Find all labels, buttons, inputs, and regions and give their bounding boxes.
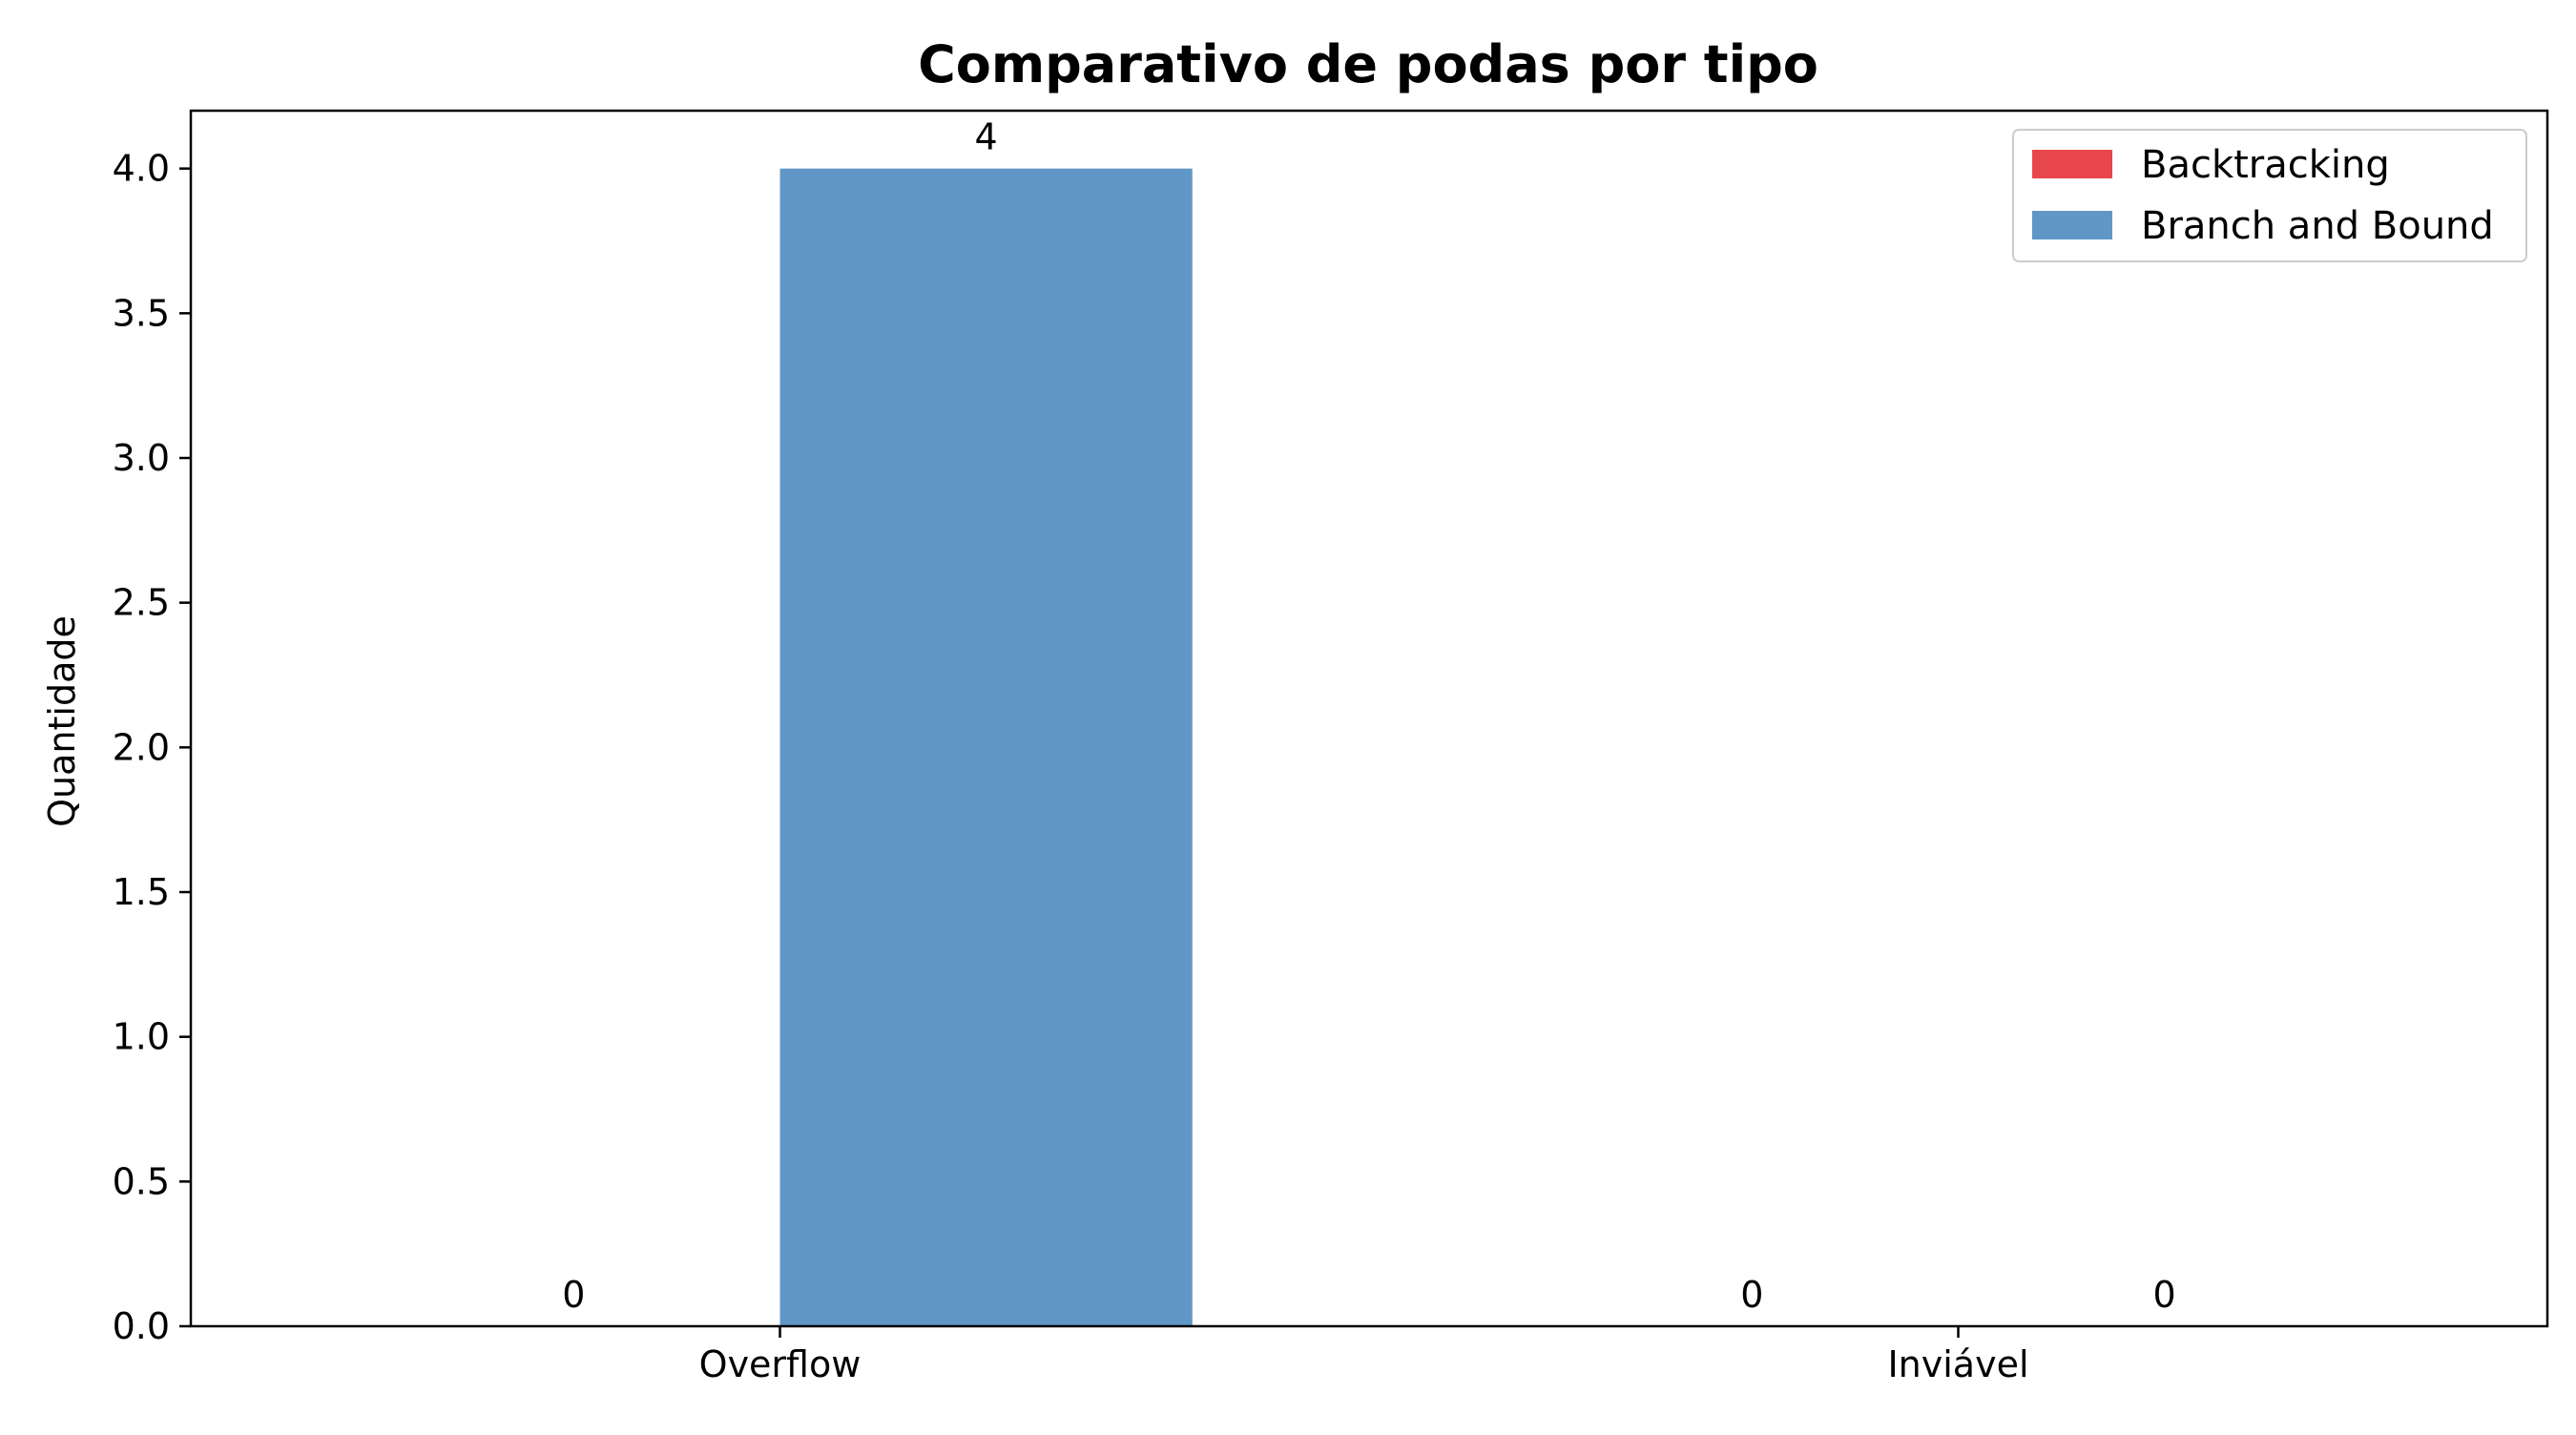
- x-tick-label: Inviável: [1887, 1343, 2028, 1385]
- legend: Backtracking Branch and Bound: [2012, 129, 2527, 262]
- bar-value-label: 4: [975, 116, 998, 158]
- legend-swatch-branch-and-bound: [2032, 211, 2112, 239]
- y-tick-label: 2.5: [113, 582, 170, 624]
- y-tick-label: 0.5: [113, 1160, 170, 1202]
- bar-value-label: 0: [1740, 1274, 1763, 1316]
- legend-box: [2012, 129, 2527, 262]
- y-tick-label: 3.5: [113, 292, 170, 334]
- y-tick-label: 3.0: [113, 437, 170, 479]
- y-tick-label: 1.5: [113, 871, 170, 913]
- legend-label: Backtracking: [2141, 143, 2390, 187]
- y-axis-label: Quantidade: [41, 615, 83, 827]
- y-tick-label: 4.0: [113, 148, 170, 190]
- bar-branch-and-bound-0: [779, 168, 1193, 1327]
- chart-title: Comparativo de podas por tipo: [918, 34, 1818, 94]
- bar-value-label: 0: [2153, 1274, 2176, 1316]
- plot-area: 0 0 4 0 0.0 0.5 1.0 1.5 2.0 2.5 3.0 3.5 4.0 Overflow I…: [113, 109, 2549, 1385]
- y-tick-label: 0.0: [113, 1305, 170, 1347]
- x-tick-label: Overflow: [699, 1343, 862, 1385]
- y-tick-label: 2.0: [113, 726, 170, 768]
- bar-value-label: 0: [562, 1274, 585, 1316]
- legend-swatch-backtracking: [2032, 150, 2112, 178]
- legend-label: Branch and Bound: [2141, 204, 2494, 248]
- y-tick-label: 1.0: [113, 1016, 170, 1058]
- plot-frame: [189, 109, 2549, 1328]
